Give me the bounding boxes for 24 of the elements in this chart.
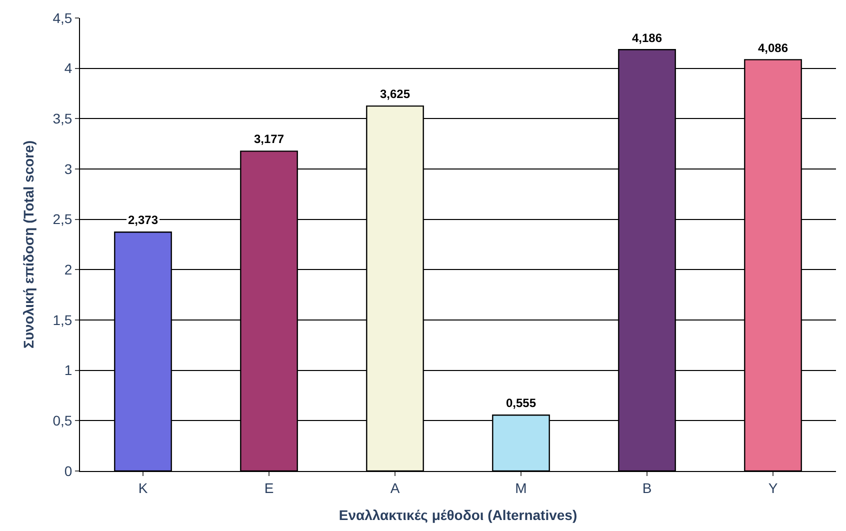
data-label: 0,555 (506, 396, 536, 410)
x-tick-label: Υ (768, 480, 778, 496)
y-tick-label: 0,5 (52, 412, 72, 429)
y-tick-label: 2,5 (52, 211, 72, 228)
x-tick-label: Μ (515, 480, 527, 496)
data-label: 2,373 (128, 213, 158, 227)
x-tick-label: Κ (138, 480, 148, 496)
x-tick-label: Α (390, 480, 400, 496)
data-label: 3,625 (380, 87, 410, 101)
y-tick-label: 1,5 (52, 312, 72, 328)
y-tick-label: 4 (64, 60, 72, 76)
x-tick-label: Ε (264, 480, 274, 496)
y-tick-label: 2 (64, 262, 72, 278)
x-axis-title: Εναλλακτικές μέθοδοι (Alternatives) (338, 507, 578, 524)
x-tick-label: Β (642, 480, 652, 496)
y-tick-label: 4,5 (52, 10, 72, 26)
data-label: 4,186 (632, 31, 662, 45)
data-label: 4,086 (758, 41, 788, 55)
y-tick-label: 1 (64, 362, 72, 378)
y-tick-label: 3 (64, 160, 72, 177)
y-tick-label: 3,5 (52, 110, 72, 127)
y-tick-label: 0 (64, 462, 72, 479)
y-axis-title: Συνολική επίδοση (Total score) (20, 140, 36, 349)
data-label: 3,177 (254, 132, 284, 146)
